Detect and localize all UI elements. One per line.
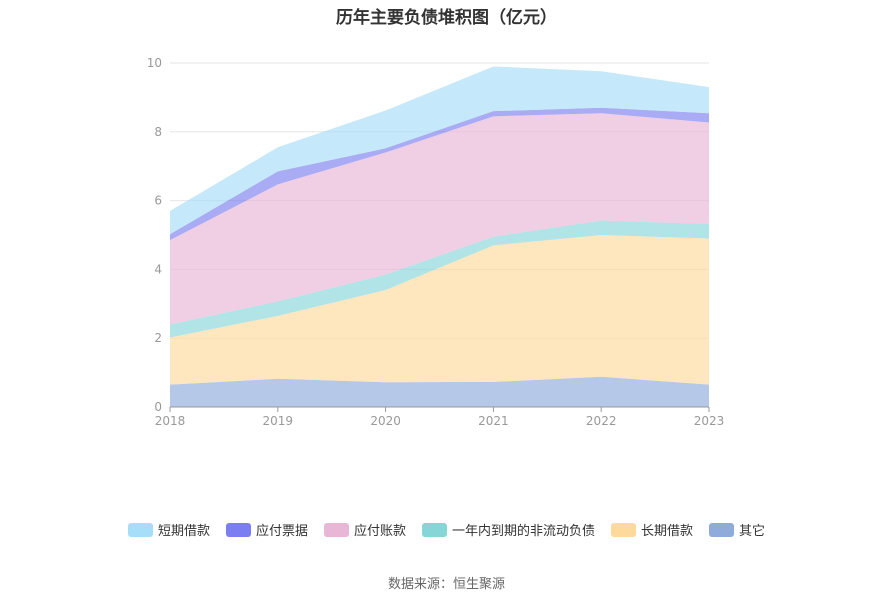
area-series bbox=[170, 376, 709, 407]
y-tick-label: 0 bbox=[154, 400, 162, 414]
area-series bbox=[170, 113, 709, 325]
legend-swatch bbox=[127, 522, 153, 537]
x-tick-label: 2018 bbox=[155, 414, 186, 428]
y-tick-label: 10 bbox=[147, 56, 162, 70]
x-tick-label: 2022 bbox=[586, 414, 617, 428]
x-tick-label: 2021 bbox=[478, 414, 509, 428]
data-source-note: 数据来源：恒生聚源 bbox=[387, 577, 505, 592]
legend-item[interactable]: 其它 bbox=[709, 520, 765, 539]
y-tick-label: 2 bbox=[154, 331, 162, 345]
y-tick-label: 4 bbox=[154, 262, 162, 276]
legend-swatch bbox=[709, 522, 735, 537]
chart-legend: 短期借款 应付票据 应付账款 一年内到期的非流动负债 长期借款 其它 bbox=[0, 520, 893, 539]
stacked-area-chart: 0 2 4 6 8 10 2018 2019 2020 2021 2022 2023 bbox=[147, 56, 725, 428]
legend-swatch bbox=[323, 522, 349, 537]
legend-item[interactable]: 长期借款 bbox=[611, 520, 693, 539]
legend-label: 一年内到期的非流动负债 bbox=[452, 524, 596, 539]
x-tick-label: 2023 bbox=[694, 414, 725, 428]
legend-label: 短期借款 bbox=[157, 524, 210, 539]
area-series bbox=[170, 66, 709, 235]
legend-swatch bbox=[225, 522, 251, 537]
legend-label: 其它 bbox=[739, 524, 766, 539]
legend-label: 应付票据 bbox=[255, 524, 308, 539]
x-tick-label: 2020 bbox=[370, 414, 401, 428]
legend-label: 应付账款 bbox=[353, 524, 406, 539]
area-series bbox=[170, 107, 709, 241]
legend-item[interactable]: 应付账款 bbox=[323, 520, 406, 539]
legend-item[interactable]: 短期借款 bbox=[127, 520, 210, 539]
area-series bbox=[170, 220, 709, 338]
legend-item[interactable]: 一年内到期的非流动负债 bbox=[422, 520, 595, 539]
area-series bbox=[170, 235, 709, 385]
legend-swatch bbox=[611, 522, 637, 537]
x-tick-label: 2019 bbox=[263, 414, 294, 428]
y-tick-label: 8 bbox=[154, 125, 162, 139]
legend-item[interactable]: 应付票据 bbox=[225, 520, 308, 539]
legend-label: 长期借款 bbox=[641, 524, 694, 539]
chart-title: 历年主要负债堆积图（亿元） bbox=[336, 8, 557, 28]
y-tick-label: 6 bbox=[154, 194, 162, 208]
legend-swatch bbox=[422, 522, 447, 537]
